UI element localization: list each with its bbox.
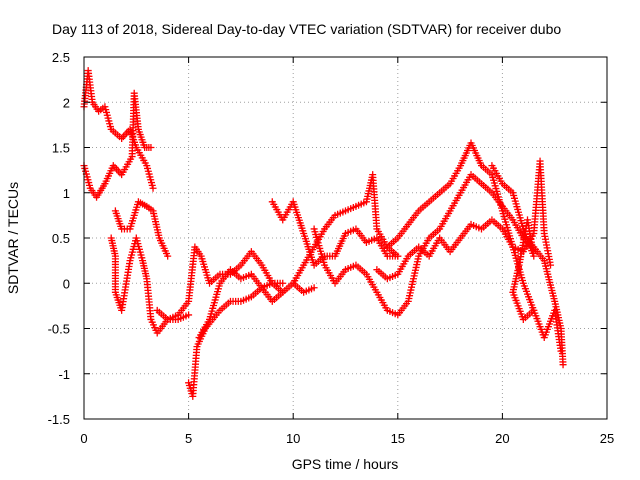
series-sat-k <box>383 139 565 355</box>
x-tick-label: 0 <box>80 431 87 446</box>
x-axis-title: GPS time / hours <box>292 456 399 472</box>
data-point <box>547 261 555 269</box>
series-sat-c <box>111 198 172 260</box>
x-tick-label: 15 <box>391 431 405 446</box>
data-point <box>557 347 565 355</box>
chart-title: Day 113 of 2018, Sidereal Day-to-day VTE… <box>52 21 561 37</box>
x-tick-label: 25 <box>600 431 614 446</box>
y-tick-label: 1 <box>63 186 70 201</box>
data-point <box>185 311 193 319</box>
y-tick-label: 1.5 <box>52 141 70 156</box>
series-sat-g <box>195 266 318 342</box>
data-point <box>164 252 172 260</box>
y-tick-label: -0.5 <box>48 322 70 337</box>
y-tick-label: -1.5 <box>48 412 70 427</box>
y-tick-label: 0 <box>63 276 70 291</box>
data-point <box>530 306 538 314</box>
data-point <box>149 184 157 192</box>
data-point <box>394 252 402 260</box>
y-axis-title: SDTVAR / TECUs <box>5 182 21 294</box>
series-sat-f <box>185 279 287 400</box>
x-tick-label: 5 <box>185 431 192 446</box>
x-tick-label: 10 <box>286 431 300 446</box>
series-sat-j <box>310 171 567 369</box>
series-sat-i <box>289 171 402 287</box>
y-tick-label: 2.5 <box>52 50 70 65</box>
series-sat-a <box>80 67 157 192</box>
y-tick-label: -1 <box>58 367 70 382</box>
data-point <box>147 144 155 151</box>
data-points <box>80 67 567 400</box>
axis-ticks: 0 5 10 15 20 25 -1.5 -1 -0.5 0 0.5 1 1.5 2 2.5 <box>48 50 615 446</box>
x-tick-label: 20 <box>495 431 509 446</box>
y-tick-label: 2 <box>63 95 70 110</box>
series-sat-l <box>373 157 555 283</box>
y-tick-label: 0.5 <box>52 231 70 246</box>
data-point <box>559 361 567 369</box>
data-point <box>279 279 287 287</box>
series-sat-m <box>488 162 538 323</box>
series-sat-b <box>80 89 155 201</box>
series-sat-d <box>107 234 193 337</box>
data-point <box>310 284 318 292</box>
